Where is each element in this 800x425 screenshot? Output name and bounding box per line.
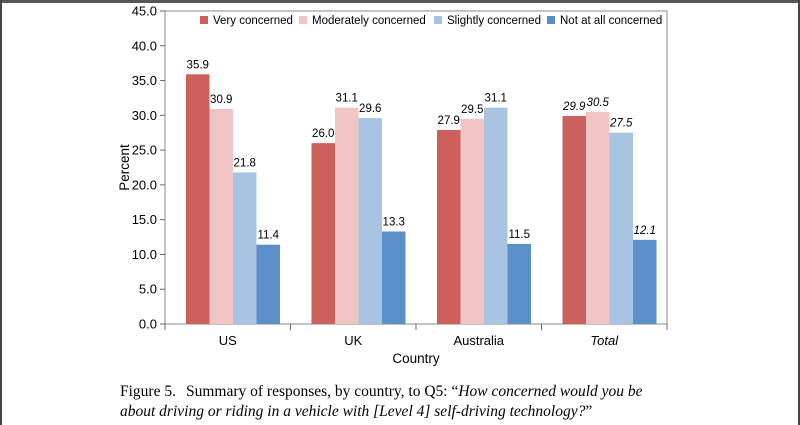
data-label: 27.5 — [609, 118, 633, 130]
bar — [437, 129, 461, 324]
bar — [484, 107, 508, 324]
window-top-border — [0, 0, 800, 3]
data-label: 21.8 — [234, 157, 256, 169]
caption-label: Figure 5. — [120, 383, 176, 400]
x-tick-label: Total — [590, 333, 619, 348]
y-tick-label: 15.0 — [132, 212, 157, 227]
caption-question-line1: How concerned would you be — [458, 383, 643, 400]
x-axis-title: Country — [392, 351, 440, 366]
bar — [460, 118, 484, 324]
legend-label: Very concerned — [213, 15, 293, 27]
window-left-border — [0, 0, 2, 425]
data-label: 31.1 — [485, 93, 507, 105]
data-label: 11.4 — [257, 230, 279, 242]
legend-swatch — [547, 16, 555, 24]
y-tick-label: 10.0 — [132, 247, 157, 262]
x-tick-label: Australia — [453, 333, 504, 348]
legend-swatch — [299, 16, 307, 24]
figure-caption: Figure 5. Summary of responses, by countr… — [120, 382, 780, 422]
bar — [609, 132, 633, 324]
bar — [209, 109, 233, 324]
data-label: 26.0 — [312, 128, 334, 140]
data-label: 13.3 — [383, 216, 405, 228]
y-tick-label: 30.0 — [132, 108, 157, 123]
bar — [586, 111, 610, 324]
bar — [256, 244, 280, 324]
legend-swatch — [200, 16, 208, 24]
data-label: 27.9 — [438, 115, 460, 127]
bar — [382, 231, 406, 324]
legend-swatch — [434, 16, 442, 24]
legend-label: Not at all concerned — [560, 15, 662, 27]
bar — [335, 107, 359, 324]
bar — [633, 239, 657, 324]
caption-text: Summary of responses, by country, to Q5:… — [185, 383, 459, 400]
y-tick-label: 40.0 — [132, 38, 157, 53]
bar — [233, 172, 257, 324]
bar — [507, 244, 531, 324]
bar — [186, 74, 210, 324]
y-tick-label: 5.0 — [139, 282, 157, 297]
data-label: 29.5 — [461, 104, 483, 116]
y-tick-label: 0.0 — [139, 317, 157, 332]
data-label: 30.5 — [587, 97, 610, 109]
x-tick-label: UK — [344, 333, 362, 348]
data-label: 30.9 — [210, 94, 232, 106]
y-tick-label: 35.0 — [132, 73, 157, 88]
data-label: 12.1 — [634, 225, 656, 237]
data-label: 11.5 — [508, 229, 530, 241]
y-axis-title: Percent — [117, 144, 132, 191]
caption-close-quote: ” — [585, 403, 593, 420]
legend-label: Moderately concerned — [312, 15, 426, 27]
caption-question-line2: about driving or riding in a vehicle wit… — [120, 403, 586, 420]
y-tick-label: 25.0 — [132, 143, 157, 158]
bar — [562, 116, 586, 324]
bar-chart: 0.0 5.0 10.0 15.0 20.0 25.0 30.0 35.0 40.0 45.0 35… — [117, 4, 668, 366]
window-right-border — [798, 0, 800, 425]
legend-label: Slightly concerned — [447, 15, 541, 27]
data-label: 35.9 — [187, 59, 209, 71]
data-label: 29.6 — [359, 103, 381, 115]
y-tick-label: 45.0 — [132, 4, 157, 19]
x-tick-label: US — [219, 333, 237, 348]
data-label: 31.1 — [336, 93, 358, 105]
bar — [311, 143, 335, 324]
y-tick-label: 20.0 — [132, 177, 157, 192]
data-label: 29.9 — [562, 101, 586, 113]
bar — [358, 118, 382, 324]
